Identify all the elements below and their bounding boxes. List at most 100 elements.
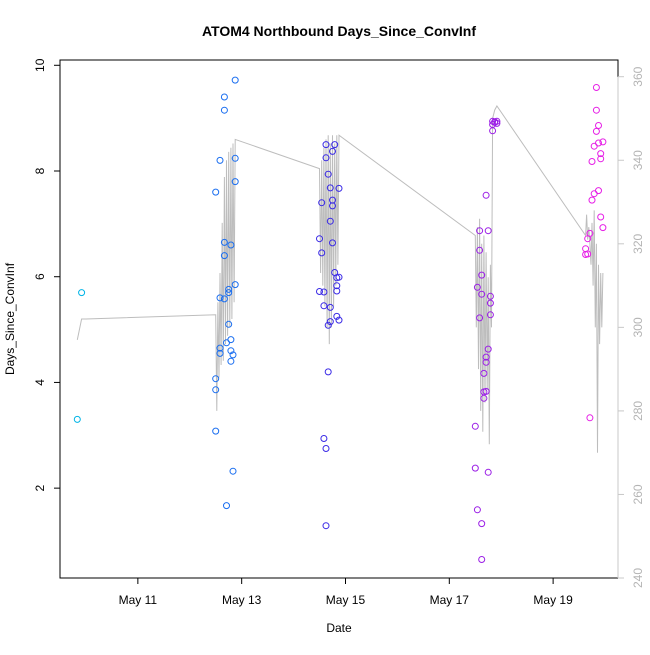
- data-point: [78, 289, 86, 297]
- data-point: [586, 414, 594, 422]
- y-tick-label: 2: [33, 484, 47, 491]
- data-point: [73, 415, 81, 423]
- data-point: [324, 170, 332, 178]
- data-point: [482, 358, 490, 366]
- data-point: [478, 290, 486, 298]
- data-point: [476, 246, 484, 254]
- data-point: [597, 150, 605, 158]
- data-point: [322, 522, 330, 530]
- x-tick-label: May 19: [533, 593, 573, 607]
- data-point: [595, 139, 602, 147]
- right-y-tick-label: 280: [631, 401, 645, 421]
- data-point: [231, 154, 239, 162]
- data-point: [486, 292, 494, 300]
- data-point: [480, 369, 488, 377]
- data-point: [590, 190, 598, 198]
- data-point: [223, 502, 230, 510]
- data-point: [331, 141, 339, 149]
- y-tick-label: 4: [33, 379, 47, 386]
- data-point: [471, 464, 479, 472]
- data-point: [216, 349, 224, 357]
- data-point: [471, 422, 479, 430]
- data-point: [476, 314, 484, 322]
- data-point: [329, 239, 336, 247]
- data-point: [482, 387, 490, 395]
- x-axis: May 11 May 13 May 15 May 17 May 19: [119, 577, 573, 607]
- data-point: [212, 188, 220, 196]
- data-point: [225, 285, 233, 293]
- data-point: [231, 281, 239, 289]
- data-point: [335, 316, 343, 324]
- chart-title: ATOM4 Northbound Days_Since_ConvInf: [202, 23, 476, 39]
- data-point: [227, 336, 235, 344]
- data-point: [597, 213, 605, 221]
- data-point: [229, 351, 237, 359]
- data-point: [592, 127, 600, 135]
- data-point: [595, 187, 602, 195]
- data-point: [493, 119, 501, 127]
- y-tick-label: 10: [33, 58, 47, 72]
- data-point: [473, 506, 481, 514]
- data-point: [586, 229, 594, 237]
- data-point: [220, 106, 228, 114]
- data-point: [333, 312, 341, 320]
- data-point: [478, 556, 486, 563]
- data-point: [212, 375, 220, 383]
- data-point: [484, 227, 492, 235]
- data-point: [484, 345, 492, 353]
- secondary-line-layer: [76, 105, 604, 453]
- data-point: [318, 199, 326, 207]
- data-point: [225, 289, 233, 297]
- data-point: [316, 235, 323, 243]
- data-point: [326, 303, 334, 311]
- data-point: [478, 520, 486, 528]
- right-y-tick-label: 260: [631, 484, 645, 504]
- data-point: [480, 394, 488, 402]
- data-point: [599, 138, 607, 146]
- data-point: [592, 84, 600, 91]
- data-point: [329, 202, 336, 210]
- data-point: [333, 282, 341, 290]
- data-point: [486, 299, 494, 307]
- data-point: [231, 178, 239, 186]
- x-tick-label: May 11: [119, 593, 158, 607]
- data-point: [584, 250, 592, 258]
- data-point: [212, 386, 220, 394]
- data-point: [588, 196, 596, 204]
- data-point: [320, 435, 328, 442]
- data-point: [324, 368, 332, 376]
- secondary-series-line: [76, 105, 604, 453]
- data-point: [482, 191, 490, 199]
- data-point: [599, 224, 607, 232]
- data-point: [322, 141, 330, 149]
- data-point: [216, 344, 224, 352]
- data-point: [320, 288, 328, 296]
- data-point: [597, 155, 605, 163]
- data-point: [320, 302, 328, 310]
- data-point: [590, 142, 598, 150]
- data-point: [326, 184, 334, 192]
- y-tick-label: 8: [33, 167, 47, 174]
- data-point: [318, 249, 326, 257]
- data-point: [335, 273, 343, 281]
- data-point: [220, 252, 228, 260]
- data-point: [212, 427, 220, 435]
- right-y-tick-label: 240: [631, 568, 645, 588]
- data-point: [326, 217, 334, 225]
- data-point: [484, 468, 492, 476]
- data-point: [335, 184, 343, 192]
- data-point: [595, 122, 602, 129]
- data-point: [216, 294, 224, 302]
- data-point: [220, 93, 228, 101]
- data-point: [588, 158, 596, 165]
- data-point: [220, 295, 228, 303]
- data-point: [592, 106, 600, 114]
- data-point: [473, 283, 481, 291]
- right-y-tick-label: 300: [631, 317, 645, 337]
- data-point: [231, 76, 239, 84]
- data-point: [493, 117, 501, 125]
- data-point: [476, 227, 484, 235]
- data-point: [216, 156, 224, 164]
